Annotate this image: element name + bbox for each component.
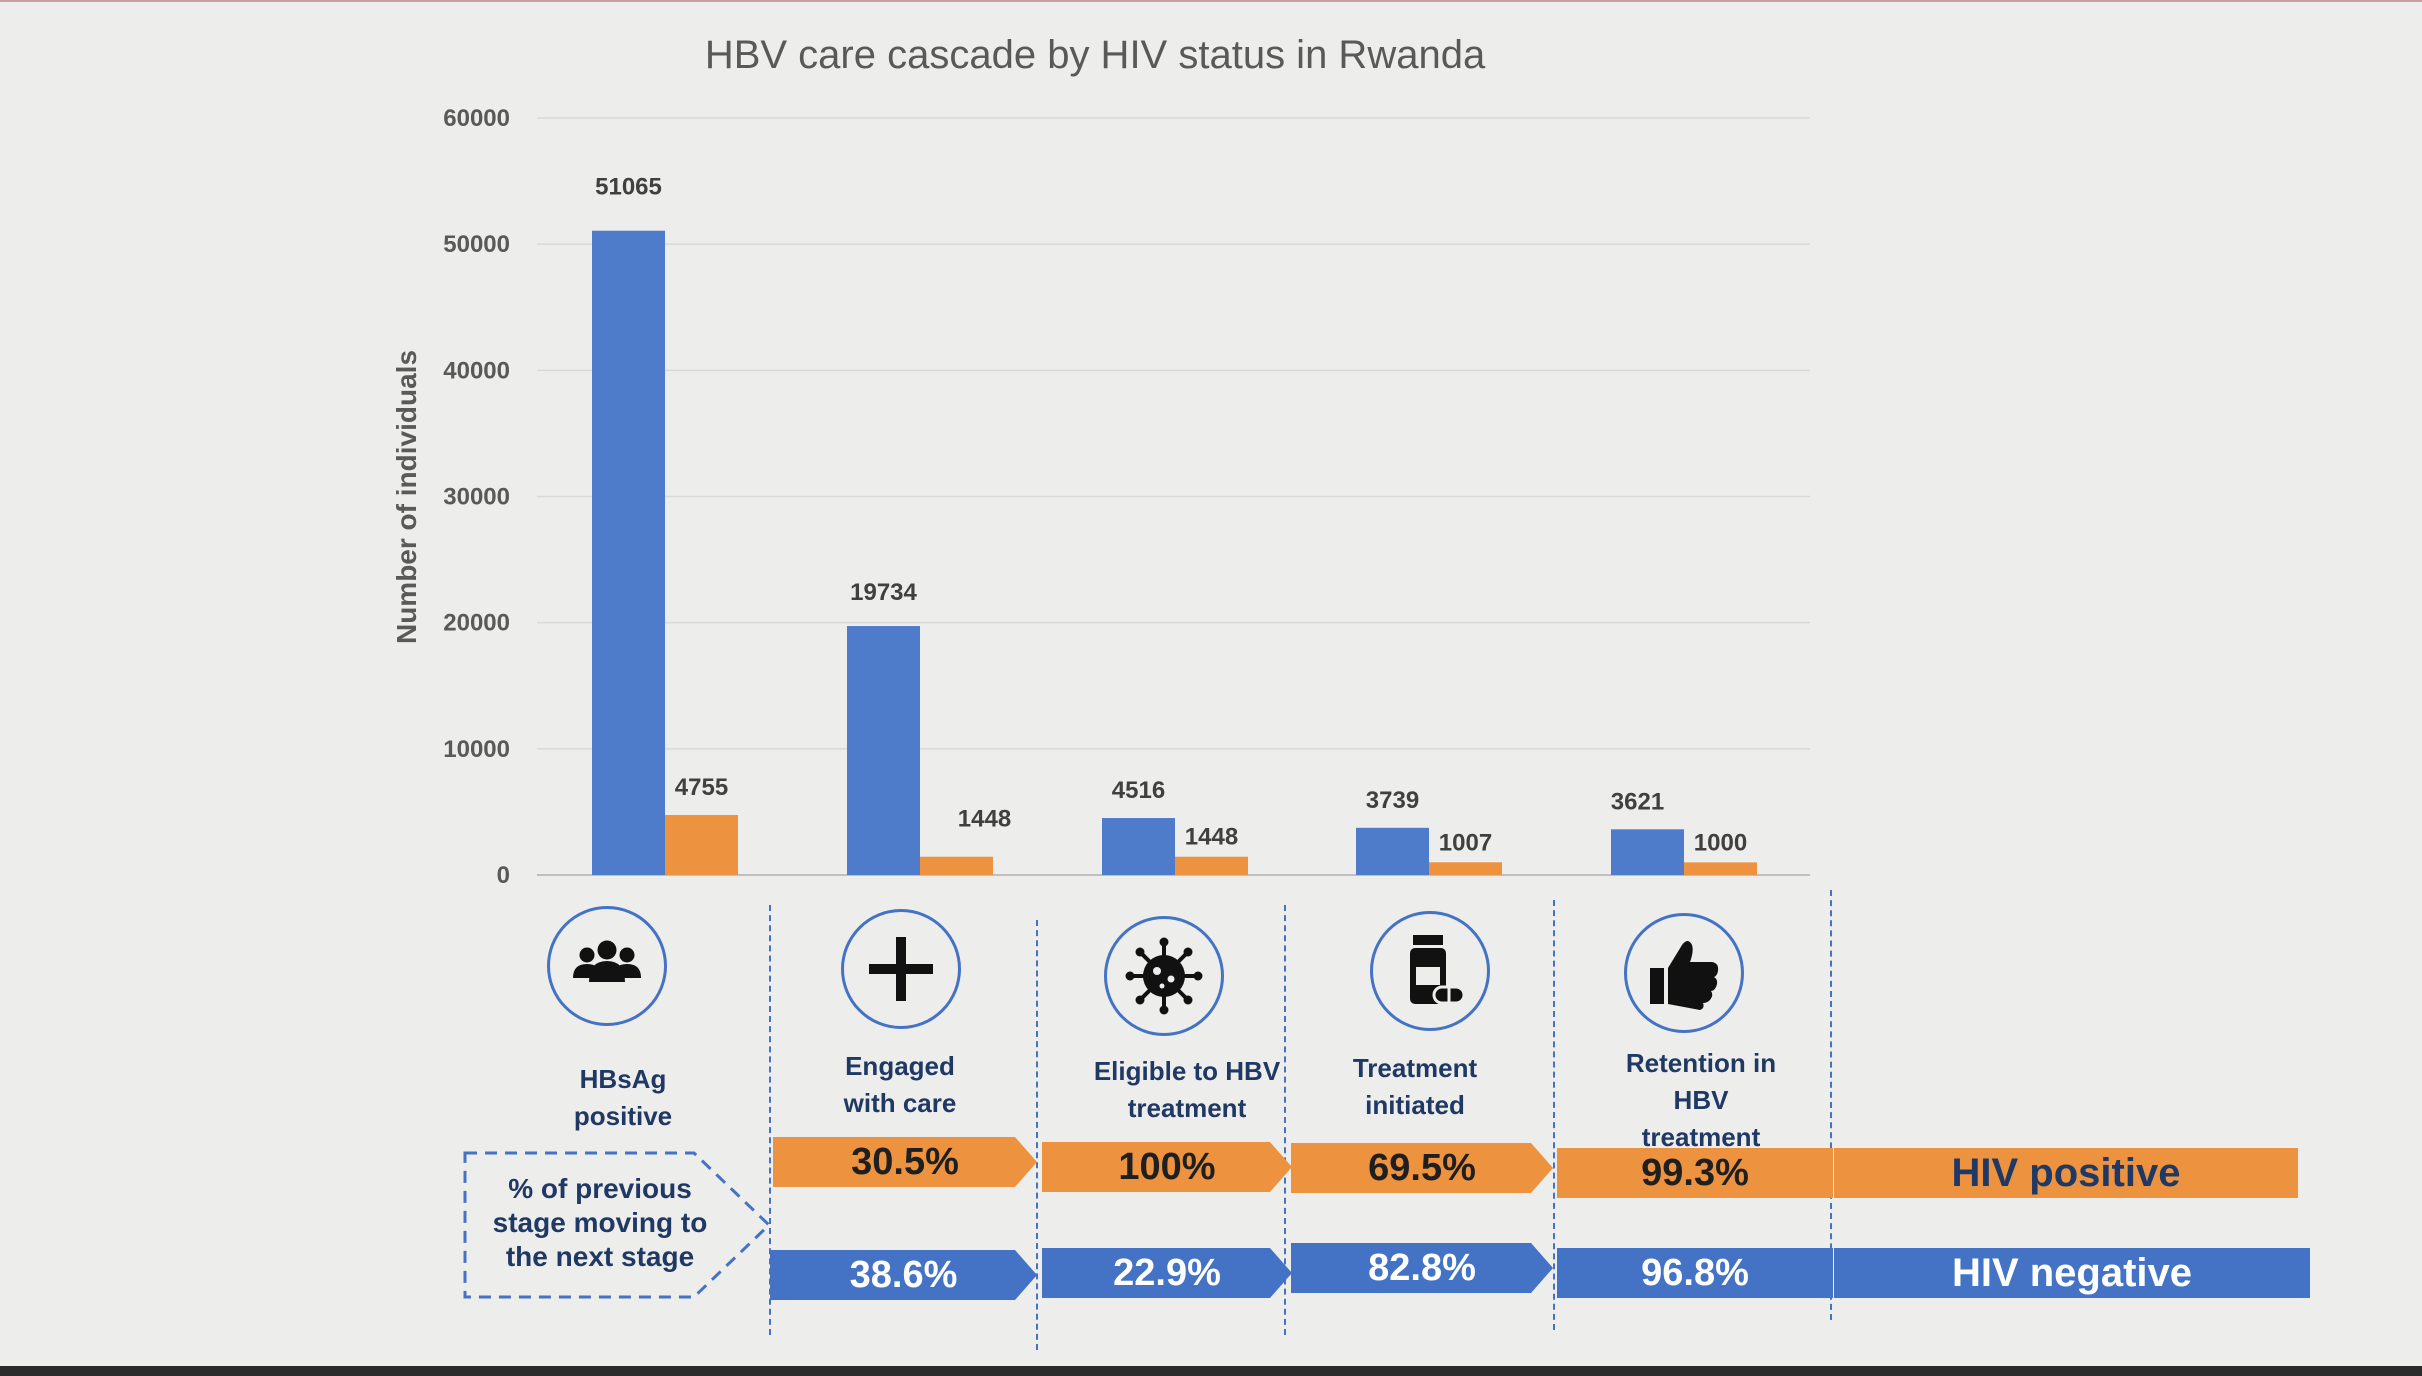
people-group-icon bbox=[573, 940, 641, 982]
bar-value-label: 1448 bbox=[1185, 824, 1238, 851]
hiv-negative-bar bbox=[1611, 829, 1684, 875]
y-tick-label: 60000 bbox=[443, 105, 510, 132]
stage-label-3: Eligible to HBV treatment bbox=[1093, 1056, 1281, 1123]
bar-value-label: 1448 bbox=[958, 806, 1011, 833]
stage-icon-5 bbox=[1624, 913, 1744, 1033]
hiv-negative-bar bbox=[592, 230, 665, 875]
stage-label-2: Engaged with care bbox=[843, 1051, 957, 1118]
stage-label-5: Retention in HBV treatment bbox=[1625, 1048, 1777, 1152]
hiv-negative-pct-3: 82.8% bbox=[1291, 1243, 1553, 1293]
stage-separator bbox=[1553, 900, 1555, 1330]
bar-value-label: 19734 bbox=[850, 579, 917, 606]
bar-value-label: 1000 bbox=[1694, 829, 1747, 856]
hiv-positive-pct-2: 100% bbox=[1042, 1142, 1292, 1192]
stage-label-4: Treatment initiated bbox=[1352, 1053, 1478, 1120]
transition-note: % of previous stage moving to the next s… bbox=[492, 1173, 708, 1272]
chart-title: HBV care cascade by HIV status in Rwanda bbox=[705, 33, 1486, 77]
bar-value-label: 3621 bbox=[1611, 788, 1664, 815]
stage-icon-1 bbox=[547, 906, 667, 1026]
y-axis-label: Number of individuals bbox=[391, 350, 422, 644]
hiv-negative-pct-1: 38.6% bbox=[770, 1250, 1037, 1300]
bottom-border bbox=[0, 1366, 2422, 1376]
thumbs-up-icon bbox=[1650, 941, 1719, 1010]
bar-value-label: 4516 bbox=[1112, 777, 1165, 804]
y-axis-ticks: 0 10000 20000 30000 40000 50000 60000 bbox=[443, 105, 510, 889]
hiv-positive-pct-1: 30.5% bbox=[773, 1137, 1037, 1187]
bar-value-label: 3739 bbox=[1366, 787, 1419, 814]
hiv-negative-pct-4: 96.8% bbox=[1557, 1248, 1833, 1298]
transition-note-box bbox=[463, 1151, 772, 1299]
y-tick-label: 10000 bbox=[443, 736, 510, 763]
y-tick-label: 30000 bbox=[443, 484, 510, 511]
medicine-bottle-icon bbox=[1410, 935, 1466, 1005]
hiv-positive-pct-4: 99.3% bbox=[1557, 1148, 1833, 1198]
hiv-positive-bar bbox=[665, 815, 738, 875]
hiv-negative-bar bbox=[1356, 827, 1429, 875]
stage-icon-4 bbox=[1370, 911, 1490, 1031]
bar-value-label: 51065 bbox=[595, 174, 662, 201]
stage-label-1: HBsAg positive bbox=[573, 1064, 673, 1131]
stage-separator bbox=[769, 905, 771, 1335]
bars bbox=[592, 230, 1757, 875]
bar-chart: HBV care cascade by HIV status in Rwanda… bbox=[391, 33, 1810, 889]
stage-separator bbox=[1284, 905, 1286, 1335]
hiv-positive-bar bbox=[1429, 862, 1502, 875]
stage-separator bbox=[1036, 920, 1038, 1350]
stage-icon-2 bbox=[841, 909, 961, 1029]
plus-icon bbox=[869, 937, 933, 1001]
hiv-negative-pct-2: 22.9% bbox=[1042, 1248, 1292, 1298]
hiv-positive-bar bbox=[1175, 856, 1248, 875]
hiv-positive-bar bbox=[1684, 862, 1757, 875]
virus-icon bbox=[1125, 937, 1203, 1015]
hiv-negative-bar bbox=[847, 626, 920, 875]
bar-value-label: 4755 bbox=[675, 774, 728, 801]
hiv-positive-legend: HIV positive bbox=[1834, 1148, 2298, 1198]
y-tick-label: 40000 bbox=[443, 357, 510, 384]
hiv-negative-legend: HIV negative bbox=[1834, 1248, 2310, 1298]
gridlines bbox=[537, 117, 1810, 876]
top-border bbox=[0, 0, 2422, 2]
bar-value-label: 1007 bbox=[1439, 829, 1492, 856]
hiv-negative-bar bbox=[1102, 818, 1175, 875]
hiv-positive-pct-3: 69.5% bbox=[1291, 1143, 1553, 1193]
hiv-positive-bar bbox=[920, 856, 993, 875]
y-tick-label: 0 bbox=[497, 862, 510, 889]
y-tick-label: 20000 bbox=[443, 610, 510, 637]
bar-value-labels: 51065 19734 4516 3739 3621 4755 1448 1448 1007 10… bbox=[595, 174, 1747, 857]
stage-separator bbox=[1830, 890, 1832, 1320]
y-tick-label: 50000 bbox=[443, 231, 510, 258]
stage-icon-3 bbox=[1104, 916, 1224, 1036]
